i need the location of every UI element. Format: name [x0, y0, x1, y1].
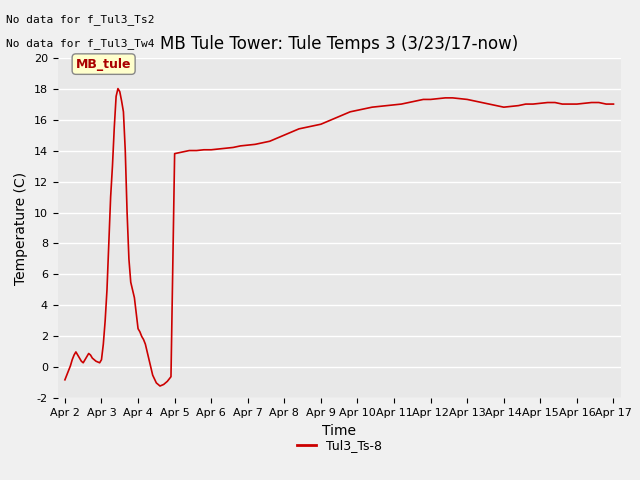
Legend: Tul3_Ts-8: Tul3_Ts-8 [292, 434, 387, 457]
Text: No data for f_Tul3_Ts2: No data for f_Tul3_Ts2 [6, 14, 155, 25]
Text: No data for f_Tul3_Tw4: No data for f_Tul3_Tw4 [6, 38, 155, 49]
Y-axis label: Temperature (C): Temperature (C) [14, 171, 28, 285]
X-axis label: Time: Time [322, 424, 356, 438]
Text: MB_tule: MB_tule [76, 58, 131, 71]
Title: MB Tule Tower: Tule Temps 3 (3/23/17-now): MB Tule Tower: Tule Temps 3 (3/23/17-now… [160, 35, 518, 53]
